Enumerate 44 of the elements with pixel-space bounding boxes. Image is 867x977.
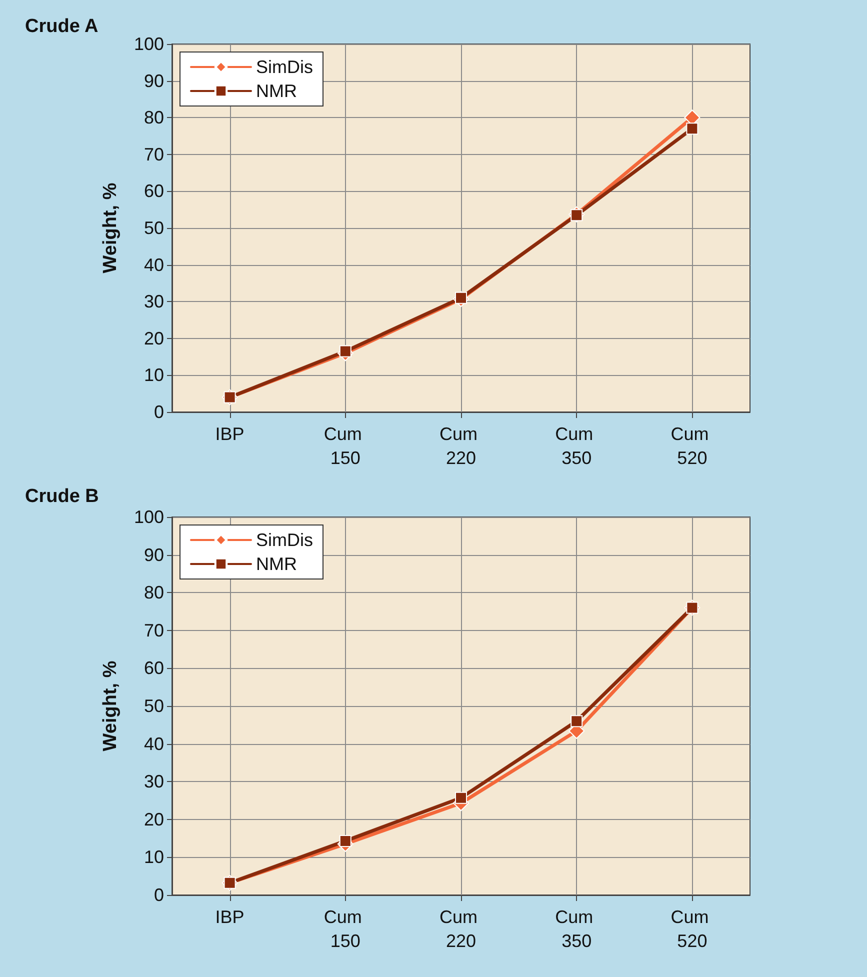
- y-tick-label: 100: [134, 34, 164, 54]
- y-tick-label: 20: [144, 328, 164, 348]
- legend-label: NMR: [256, 81, 297, 101]
- y-tick-label: 80: [144, 582, 164, 603]
- x-tick-label: Cum 350: [555, 907, 598, 951]
- y-tick-label: 70: [144, 144, 164, 164]
- legend-label: SimDis: [256, 530, 313, 550]
- y-tick-label: 80: [144, 108, 164, 128]
- point: [339, 834, 352, 847]
- y-tick-label: 60: [144, 658, 164, 678]
- y-tick-label: 100: [134, 507, 164, 527]
- chart-title: Crude A: [25, 16, 98, 37]
- y-tick-label: 30: [144, 292, 164, 312]
- y-tick-label: 50: [144, 696, 164, 716]
- x-tick-label: Cum 350: [555, 424, 598, 468]
- y-tick-label: 90: [144, 544, 164, 565]
- y-axis-title: Weight, %: [100, 660, 121, 752]
- point: [455, 792, 467, 804]
- y-tick-label: 10: [144, 365, 164, 386]
- y-tick-label: 90: [144, 70, 164, 91]
- x-tick-label: Cum 150: [324, 424, 367, 468]
- x-tick-label: Cum 150: [324, 907, 367, 951]
- y-tick-label: 0: [154, 402, 164, 422]
- y-tick-label: 10: [144, 847, 164, 868]
- chart-title: Crude B: [25, 486, 99, 507]
- x-tick-label: IBP: [215, 907, 244, 927]
- y-tick-label: 0: [154, 885, 164, 905]
- y-tick-label: 30: [144, 772, 164, 792]
- y-axis-title: Weight, %: [100, 182, 121, 274]
- x-tick-label: IBP: [215, 424, 244, 444]
- x-tick-label: Cum 520: [670, 907, 714, 951]
- y-tick-label: 70: [144, 620, 164, 640]
- x-tick-label: Cum 220: [439, 424, 483, 468]
- legend-label: SimDis: [256, 57, 313, 77]
- y-tick-label: 40: [144, 734, 164, 754]
- x-tick-label: Cum 220: [439, 907, 483, 951]
- point: [686, 122, 698, 135]
- point: [570, 715, 583, 728]
- legend-label: NMR: [256, 554, 297, 574]
- y-tick-label: 60: [144, 181, 164, 202]
- y-tick-label: 20: [144, 809, 164, 830]
- y-tick-label: 50: [144, 218, 164, 238]
- x-tick-label: Cum 520: [670, 424, 714, 468]
- y-tick-label: 40: [144, 254, 164, 275]
